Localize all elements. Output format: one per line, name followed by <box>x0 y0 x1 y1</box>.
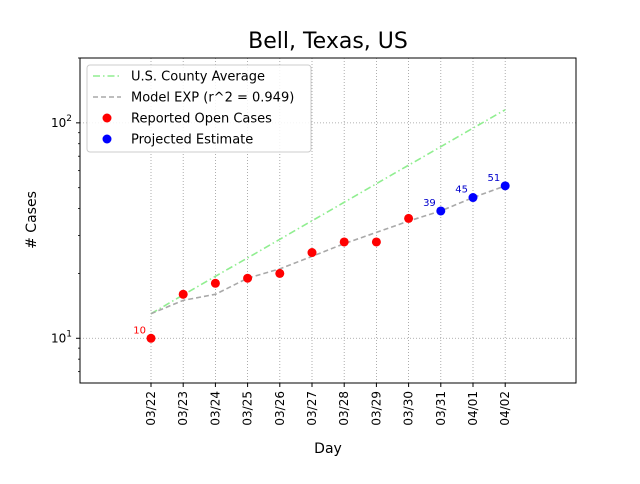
plot-frame <box>79 57 577 384</box>
x-tick-label: 03/25 <box>241 391 255 426</box>
legend-box <box>86 64 312 153</box>
y-axis-ticks: 101 102 <box>51 57 80 373</box>
x-tick-label: 03/30 <box>402 391 416 426</box>
series-line <box>150 109 506 315</box>
x-axis-label: Day <box>314 441 342 457</box>
x-tick-label: 03/31 <box>434 391 448 426</box>
data-point <box>178 289 188 299</box>
data-point <box>436 206 446 216</box>
x-tick-label: 03/22 <box>144 391 158 426</box>
legend-entry: U.S. County Average <box>131 70 265 85</box>
series-line <box>150 185 506 315</box>
chart-title: Bell, Texas, US <box>248 29 408 54</box>
legend-entry: Reported Open Cases <box>131 112 272 127</box>
data-point <box>307 248 317 258</box>
data-label: 45 <box>455 185 468 196</box>
x-tick-label: 03/28 <box>337 391 351 426</box>
data-point <box>339 237 349 247</box>
y-tick-label: 101 <box>51 329 72 345</box>
y-tick-label: 102 <box>51 114 72 130</box>
x-tick-label: 04/02 <box>498 391 512 426</box>
x-tick-label: 03/26 <box>273 391 287 426</box>
data-point <box>275 268 285 278</box>
legend-entry: Model EXP (r^2 = 0.949) <box>131 91 294 106</box>
x-tick-label: 03/24 <box>208 391 222 426</box>
data-label: 39 <box>423 198 436 209</box>
data-point <box>243 273 253 283</box>
x-tick-label: 03/23 <box>176 391 190 426</box>
x-tick-label: 03/27 <box>305 391 319 426</box>
x-axis-ticks: 03/22 03/23 03/24 03/25 03/26 03/27 03/28 03/29… <box>144 383 512 426</box>
series-layer <box>146 109 510 343</box>
legend: U.S. County Average Model EXP (r^2 = 0.94… <box>86 64 312 153</box>
data-point <box>468 193 478 203</box>
data-label: 51 <box>487 173 500 184</box>
data-label: 10 <box>133 325 146 336</box>
legend-entry: Projected Estimate <box>131 133 253 148</box>
x-tick-label: 03/29 <box>369 391 383 426</box>
annotations-layer: 10 39 45 51 <box>133 173 500 336</box>
data-point <box>404 213 414 223</box>
data-point <box>146 333 156 343</box>
data-point <box>371 237 381 247</box>
data-point <box>500 181 510 191</box>
data-point <box>210 278 220 288</box>
x-tick-label: 04/01 <box>466 391 480 426</box>
legend-swatch <box>102 134 112 144</box>
legend-swatch <box>102 113 112 123</box>
y-axis-label: # Cases <box>24 191 40 249</box>
